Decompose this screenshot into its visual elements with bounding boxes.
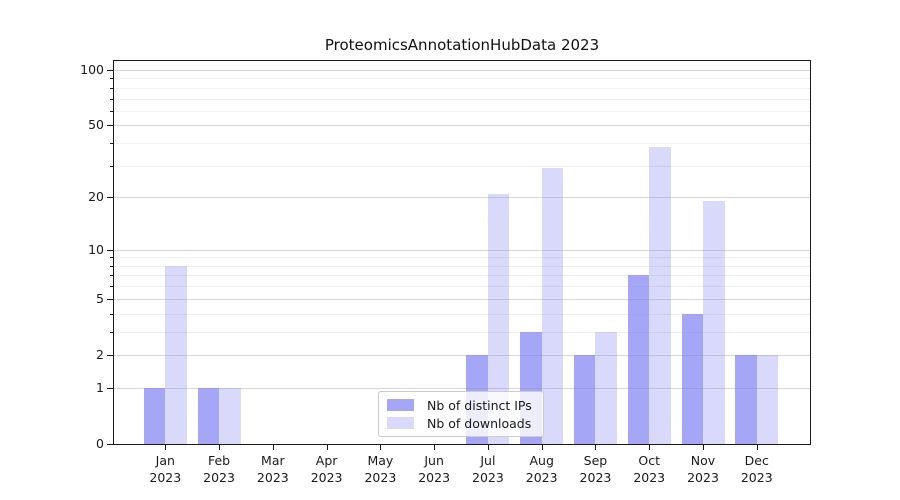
x-tick-mark: [487, 445, 489, 450]
plot-area: [113, 60, 811, 445]
minor-gridline: [114, 87, 810, 89]
legend: Nb of distinct IPs Nb of downloads: [378, 391, 544, 437]
bar-downloads: [219, 387, 241, 444]
bar-distinct-ips: [573, 354, 596, 444]
x-tick-mark: [703, 445, 704, 450]
x-tick-label: Aug 2023: [525, 453, 558, 485]
y-minor-tick-mark: [110, 87, 113, 89]
bar-downloads: [487, 193, 510, 444]
x-tick-mark: [380, 445, 382, 450]
x-tick-label: Apr 2023: [310, 453, 343, 485]
x-tick-label: Jun 2023: [418, 453, 451, 485]
x-tick-label: Mar 2023: [256, 453, 289, 485]
y-tick-label: 1: [96, 379, 104, 395]
x-tick-label: Jul 2023: [472, 453, 504, 485]
minor-gridline: [114, 98, 810, 100]
y-tick-mark: [107, 69, 113, 71]
y-minor-tick-mark: [110, 257, 113, 259]
y-minor-tick-mark: [110, 275, 113, 277]
x-tick-label: Oct 2023: [633, 453, 666, 485]
x-tick-mark: [219, 445, 221, 450]
major-gridline: [114, 69, 810, 71]
x-tick-label: Sep 2023: [579, 453, 612, 485]
y-tick-label: 50: [88, 117, 104, 133]
bar-distinct-ips: [735, 354, 757, 444]
minor-gridline: [114, 110, 810, 112]
legend-swatch-downloads: [387, 417, 414, 429]
major-gridline: [114, 387, 810, 389]
y-minor-tick-mark: [110, 165, 113, 167]
bar-downloads: [541, 168, 564, 444]
minor-gridline: [114, 331, 810, 333]
y-tick-mark: [107, 354, 113, 356]
x-tick-label: Jan 2023: [149, 453, 182, 485]
y-tick-mark: [107, 125, 113, 127]
y-minor-tick-mark: [110, 98, 113, 100]
minor-gridline: [114, 313, 810, 315]
y-minor-tick-mark: [110, 286, 113, 288]
bar-downloads: [649, 147, 671, 444]
bar-distinct-ips: [197, 387, 220, 444]
major-gridline: [114, 298, 810, 300]
y-tick-label: 2: [96, 346, 104, 362]
y-minor-tick-mark: [110, 110, 113, 112]
major-gridline: [114, 354, 810, 356]
bar-downloads: [703, 201, 725, 444]
x-tick-label: Dec 2023: [740, 453, 773, 485]
x-tick-mark: [434, 445, 436, 450]
legend-item-downloads: Nb of downloads: [387, 416, 535, 431]
minor-gridline: [114, 265, 810, 267]
y-tick-label: 0: [96, 436, 104, 451]
minor-gridline: [114, 143, 810, 145]
legend-swatch-distinct-ips: [387, 399, 414, 411]
y-minor-tick-mark: [110, 78, 113, 80]
x-tick-mark: [756, 445, 758, 450]
y-tick-label: 100: [80, 61, 104, 77]
y-minor-tick-mark: [110, 313, 113, 315]
minor-gridline: [114, 286, 810, 288]
y-minor-tick-mark: [110, 265, 113, 267]
legend-item-distinct-ips: Nb of distinct IPs: [387, 398, 535, 413]
x-tick-mark: [595, 445, 597, 450]
minor-gridline: [114, 275, 810, 277]
bar-distinct-ips: [143, 387, 166, 444]
minor-gridline: [114, 78, 810, 80]
y-tick-mark: [107, 387, 113, 389]
x-tick-label: Feb 2023: [203, 453, 235, 485]
x-tick-mark: [326, 445, 328, 450]
bar-distinct-ips: [627, 275, 650, 444]
legend-label-distinct-ips: Nb of distinct IPs: [427, 397, 532, 413]
chart-title: ProteomicsAnnotationHubData 2023: [324, 36, 600, 54]
x-tick-mark: [649, 445, 651, 450]
x-tick-label: Nov 2023: [687, 453, 719, 485]
x-tick-mark: [272, 445, 274, 450]
y-tick-mark: [107, 249, 113, 251]
y-tick-label: 10: [88, 241, 104, 257]
x-tick-mark: [541, 445, 543, 450]
y-tick-label: 5: [96, 290, 104, 306]
y-minor-tick-mark: [110, 143, 113, 145]
minor-gridline: [114, 257, 810, 259]
bar-downloads: [756, 354, 779, 444]
y-tick-label: 20: [88, 189, 104, 205]
bar-distinct-ips: [681, 313, 703, 444]
legend-label-downloads: Nb of downloads: [427, 415, 532, 431]
y-tick-mark: [107, 298, 113, 300]
minor-gridline: [114, 165, 810, 167]
x-tick-mark: [165, 445, 167, 450]
y-tick-mark: [107, 444, 113, 445]
major-gridline: [114, 197, 810, 199]
major-gridline: [114, 249, 810, 251]
bar-downloads: [595, 331, 617, 444]
x-tick-label: May 2023: [364, 453, 397, 485]
y-tick-mark: [107, 197, 113, 199]
major-gridline: [114, 125, 810, 127]
bar-downloads: [165, 265, 187, 444]
y-minor-tick-mark: [110, 331, 113, 333]
